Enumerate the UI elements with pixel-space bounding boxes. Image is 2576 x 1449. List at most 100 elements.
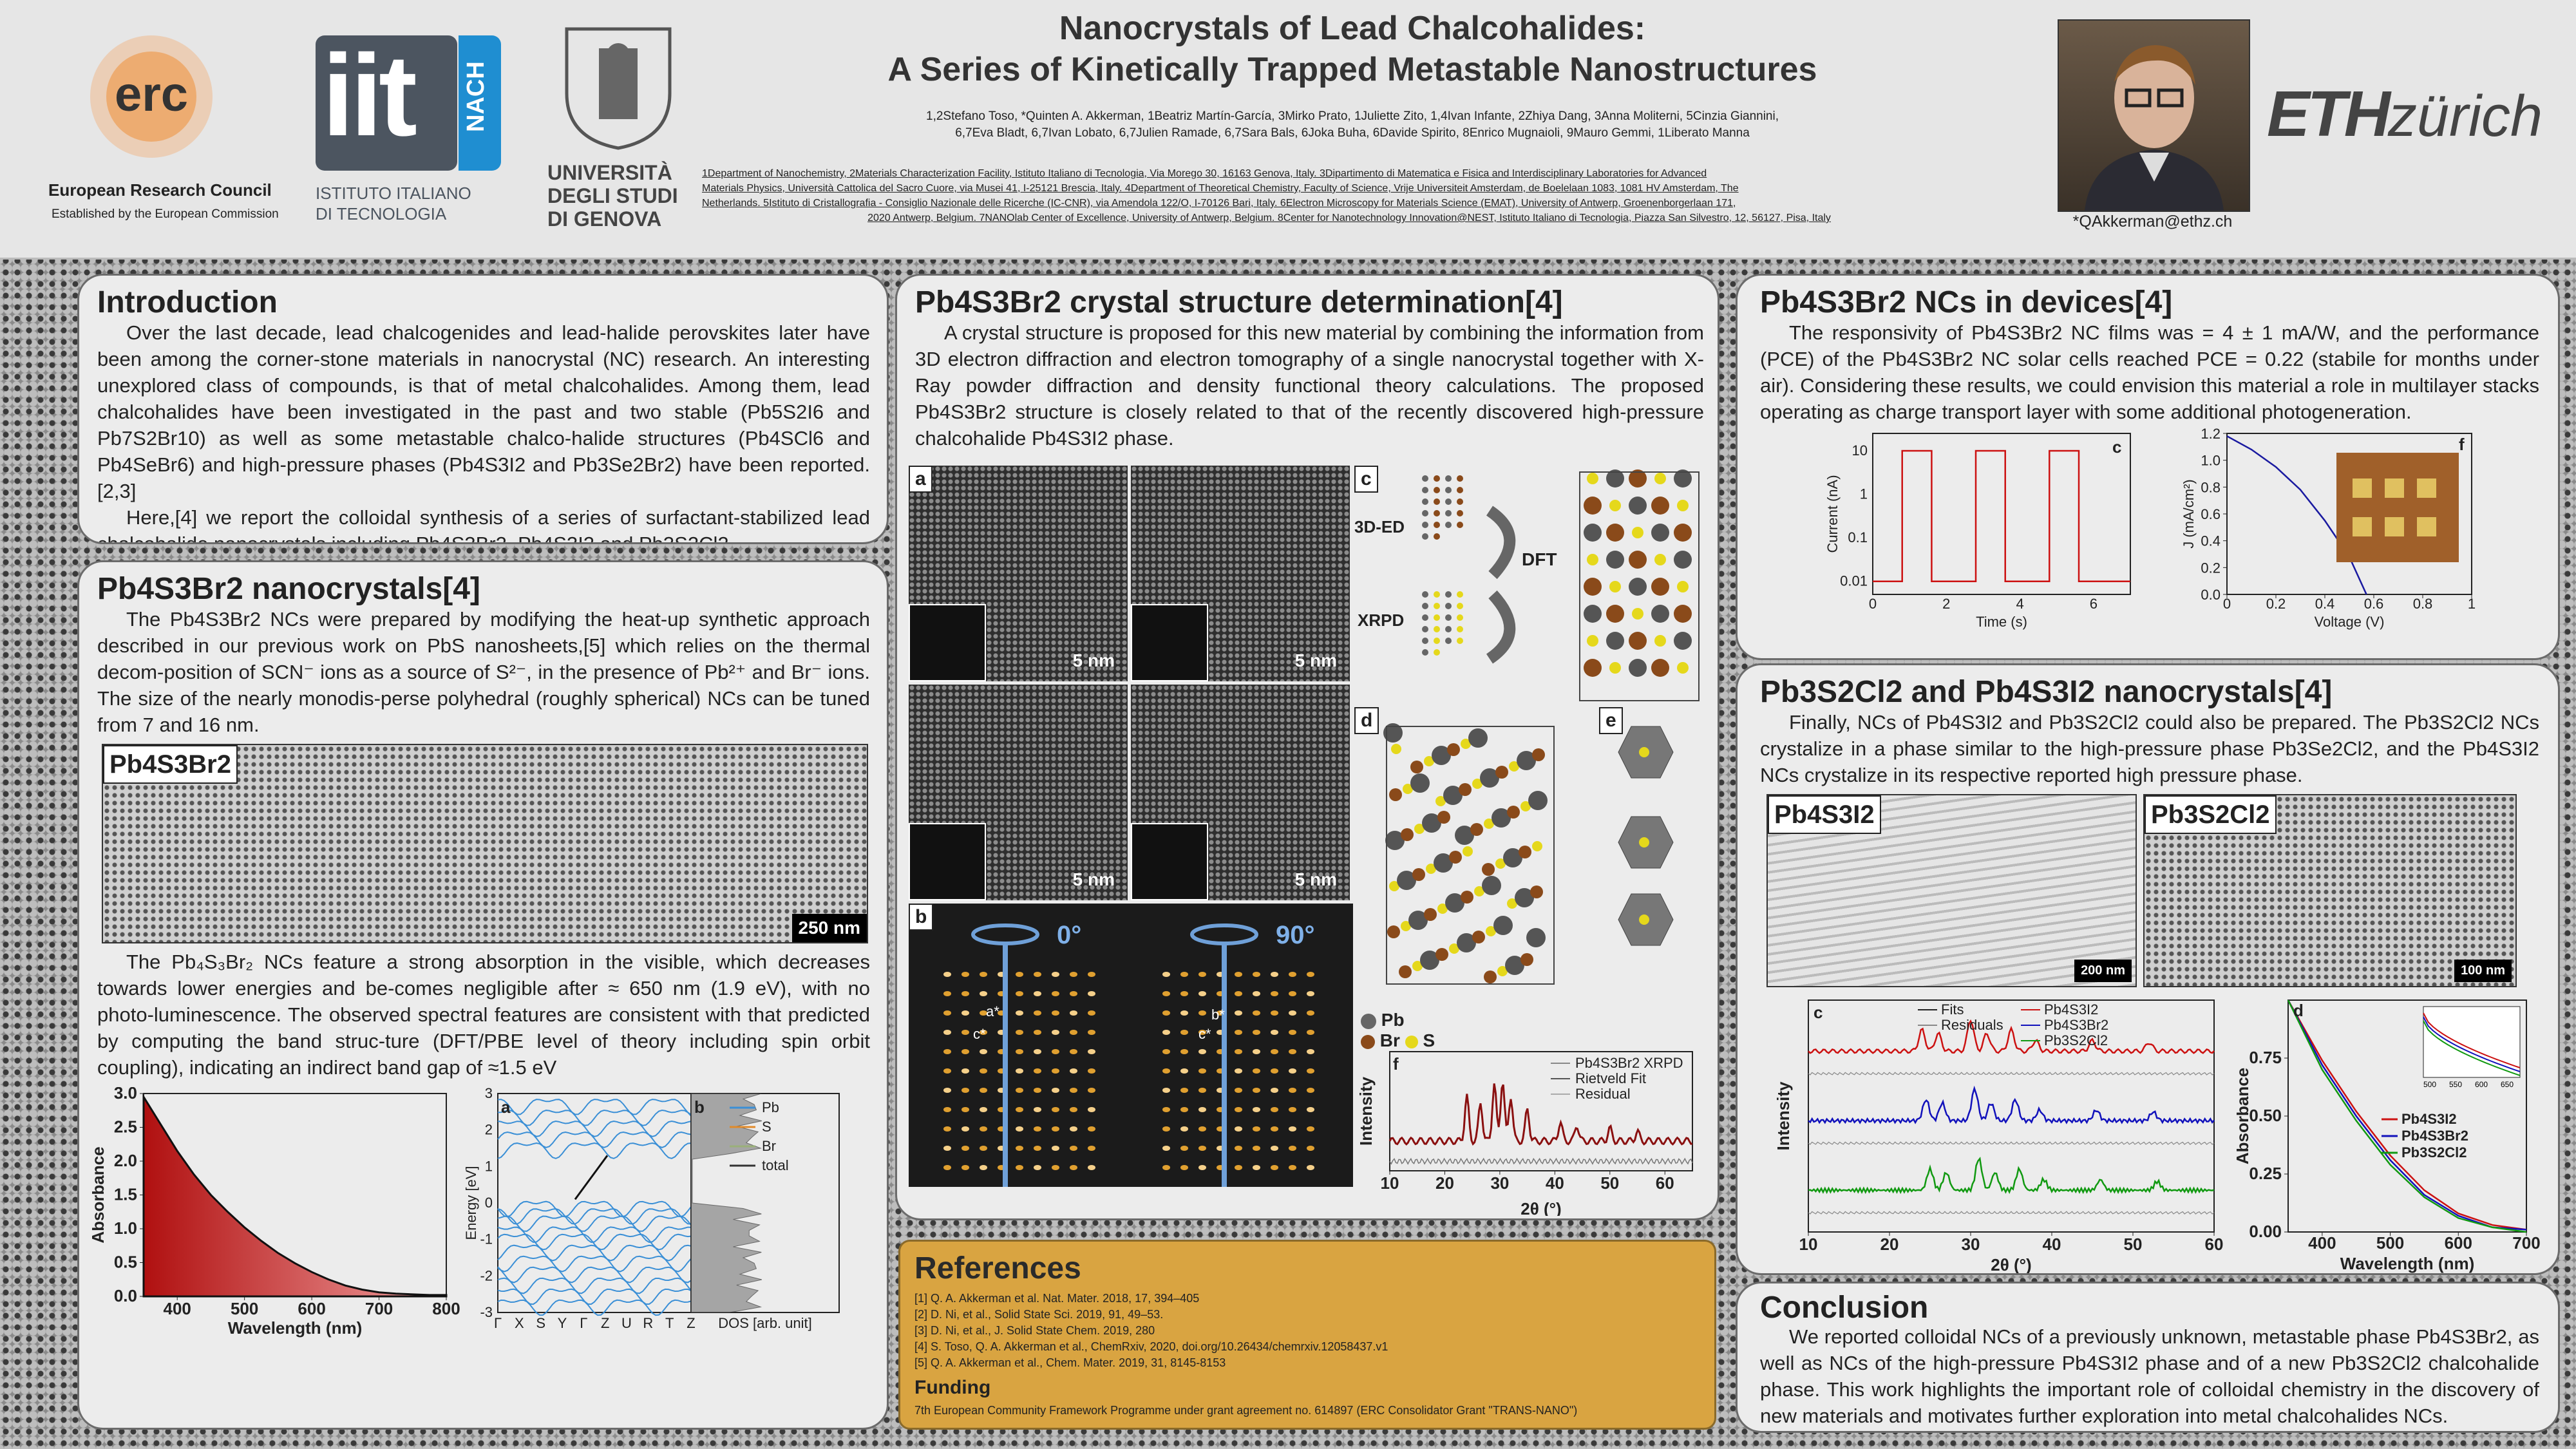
absorbance-area xyxy=(142,1093,448,1298)
label-dft: DFT xyxy=(1522,549,1557,569)
xrd-residual xyxy=(1808,1141,2215,1145)
pb3s2cl2-scale: 100 nm xyxy=(2454,960,2512,982)
hrtem-scale-3: 5 nm xyxy=(1072,869,1115,889)
other-nc-title: Pb3S2Cl2 and Pb4S3I2 nanocrystals[4] xyxy=(1760,675,2333,709)
x-axis-label: Wavelength (nm) xyxy=(2340,1254,2474,1273)
diffraction-spot xyxy=(1016,1049,1023,1054)
diffraction-spot xyxy=(1253,1165,1260,1170)
dos-total-area xyxy=(690,1093,762,1313)
diffraction-spot xyxy=(1034,1088,1041,1093)
genova-name-3: DI GENOVA xyxy=(547,207,662,231)
xrpd-chart: 10 20 30 40 50 60 2θ (°) Intensity f Pb4S3Br2 XRP… xyxy=(1356,1051,1693,1216)
atom xyxy=(1435,796,1446,806)
diffraction-spot xyxy=(1271,972,1278,977)
atom xyxy=(1445,591,1452,598)
y-axis-label: Intensity xyxy=(1356,1077,1376,1146)
iit-nach-tag: NACH xyxy=(462,61,489,132)
atom xyxy=(1629,632,1647,650)
atom xyxy=(1606,632,1624,650)
diffraction-spot xyxy=(1307,991,1314,996)
atom xyxy=(1517,751,1536,770)
atom xyxy=(1401,828,1414,841)
atom xyxy=(1484,971,1497,983)
diffraction-pattern: 0° 90° c* c* b* a* xyxy=(943,921,1315,1187)
diffraction-spot xyxy=(1088,1146,1095,1151)
atom xyxy=(1445,475,1452,482)
diffraction-spot xyxy=(1180,1088,1188,1093)
genova-name-1: UNIVERSITÀ xyxy=(547,161,672,184)
atom xyxy=(1519,846,1531,858)
diffraction-spot xyxy=(1052,1146,1059,1151)
y-tick-label: -3 xyxy=(480,1304,493,1320)
atom xyxy=(1447,743,1460,756)
atom xyxy=(1426,864,1436,874)
diffraction-spot xyxy=(1088,1049,1095,1054)
diffraction-spot xyxy=(961,1010,969,1016)
xrd-residual xyxy=(1808,1211,2215,1215)
k-point-label: T xyxy=(665,1315,674,1331)
diffraction-spot xyxy=(1070,972,1077,977)
diffraction-spot xyxy=(1070,1107,1077,1112)
x-axis-label: Wavelength (nm) xyxy=(228,1318,362,1338)
diffraction-spot xyxy=(1253,1030,1260,1035)
atom xyxy=(1434,626,1440,632)
diffraction-spot xyxy=(1162,1049,1170,1054)
eth-logo-rest: zürich xyxy=(2388,84,2543,149)
absorbance-three-chart: 400 500 600 700 0.00 0.25 0.50 0.75 Wavelength (… xyxy=(2237,999,2541,1273)
diffraction-spot xyxy=(1289,1165,1296,1170)
y-axis-label: Current (nA) xyxy=(1824,475,1841,553)
x-tick-label: 60 xyxy=(2205,1235,2224,1254)
k-point-label: R xyxy=(643,1315,653,1331)
diffraction-spot xyxy=(1052,972,1059,977)
atom xyxy=(1480,768,1499,788)
atom xyxy=(1387,925,1400,938)
diffraction-spot xyxy=(1289,972,1296,977)
hrtem-image-1: 5 nm xyxy=(909,466,1128,681)
x-tick-label: 40 xyxy=(2043,1235,2061,1254)
conclusion-panel: Conclusion We reported colloidal NCs of … xyxy=(1736,1282,2560,1433)
y-tick-label: 0.4 xyxy=(2201,533,2221,549)
legend-label: Pb3S2Cl2 xyxy=(2044,1032,2108,1048)
diffraction-spot xyxy=(961,1107,969,1112)
diffraction-spot xyxy=(1180,1049,1188,1054)
atom xyxy=(1397,871,1416,890)
atom xyxy=(1651,497,1669,515)
atom xyxy=(1629,497,1647,515)
atom xyxy=(1422,510,1428,516)
band-line xyxy=(497,1099,692,1115)
panel-label-f: f xyxy=(1393,1054,1399,1074)
atom xyxy=(1520,953,1533,966)
introduction-paragraph-1: Over the last decade, lead chalcogenides… xyxy=(97,321,870,502)
diffraction-spot xyxy=(1253,1049,1260,1054)
diffraction-spot xyxy=(1253,1146,1260,1151)
atom xyxy=(1674,524,1692,542)
contact-email[interactable]: *QAkkerman@ethz.ch xyxy=(2072,213,2233,231)
diffraction-spot xyxy=(1235,1088,1242,1093)
x-axis-label: Voltage (V) xyxy=(2315,614,2385,630)
affil-line-2: Materials Physics, Università Cattolica … xyxy=(702,183,1739,194)
y-axis-label: Energy [eV] xyxy=(466,1166,479,1240)
diffraction-spot xyxy=(1088,1088,1095,1093)
diffraction-spot xyxy=(943,972,951,977)
diffraction-spot xyxy=(1235,1030,1242,1035)
y-axis-label: J (mA/cm²) xyxy=(2181,479,2197,549)
y-tick-label: 1 xyxy=(1860,486,1868,502)
diffraction-spot xyxy=(980,1010,987,1016)
diffraction-spot xyxy=(1034,1165,1041,1170)
diffraction-spot xyxy=(1016,1126,1023,1132)
references-title: References xyxy=(914,1251,1081,1285)
atom xyxy=(1629,659,1647,677)
y-tick-label: 1 xyxy=(485,1158,493,1174)
atom xyxy=(1434,614,1440,621)
atom xyxy=(1422,638,1428,644)
atom xyxy=(1528,791,1548,810)
atom xyxy=(1389,788,1402,801)
band-line xyxy=(497,1132,692,1148)
diffraction-spot xyxy=(1235,1146,1242,1151)
conclusion-paragraph: We reported colloidal NCs of a previousl… xyxy=(1760,1325,2539,1427)
atom xyxy=(1457,638,1463,644)
diffraction-spot xyxy=(1034,1107,1041,1112)
affiliations: 1Department of Nanochemistry, 2Materials… xyxy=(702,166,1996,225)
hrtem-image-4: 5 nm xyxy=(1131,685,1350,900)
author-list: 1,2Stefano Toso, *Quinten A. Akkerman, 1… xyxy=(708,108,1996,142)
